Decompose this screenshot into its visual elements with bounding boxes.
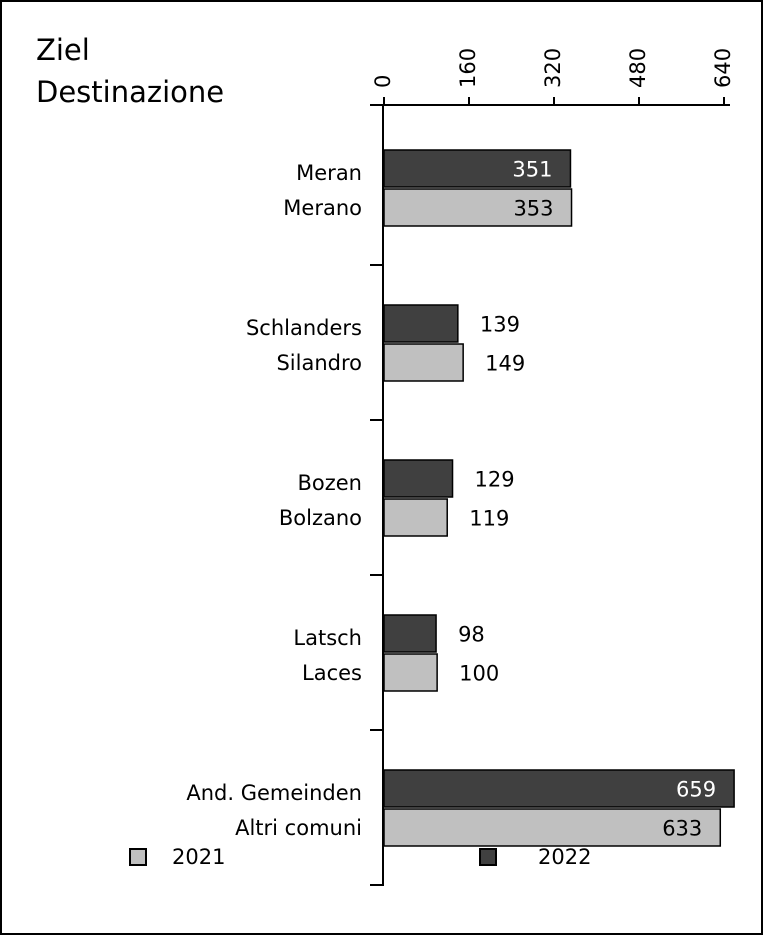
bar (383, 459, 454, 498)
legend-label: 2022 (538, 845, 591, 869)
y-tick-label: Bolzano (279, 506, 362, 530)
legend-label: 2021 (172, 845, 225, 869)
y-tick-label: Silandro (276, 351, 362, 375)
value-label: 98 (458, 623, 485, 647)
y-tick-label: And. Gemeinden (186, 781, 362, 805)
chart-title: Ziel (36, 33, 90, 67)
value-label: 119 (469, 507, 509, 531)
legend-swatch (479, 848, 497, 866)
y-tick-label: Meran (296, 161, 362, 185)
value-label: 149 (485, 352, 525, 376)
value-label: 351 (512, 158, 552, 182)
legend-swatch (129, 848, 147, 866)
x-tick-label: 0 (371, 75, 395, 88)
y-tick-label: Laces (302, 661, 362, 685)
y-tick-label: Altri comuni (235, 816, 362, 840)
value-label: 353 (513, 197, 553, 221)
x-tick-label: 320 (541, 48, 565, 88)
y-tick-label: Bozen (297, 471, 362, 495)
bar (383, 149, 572, 188)
bar (383, 498, 448, 537)
chart-title: Destinazione (36, 75, 224, 109)
y-tick-label: Schlanders (246, 316, 362, 340)
bar (383, 614, 437, 653)
x-tick-label: 480 (626, 48, 650, 88)
y-tick-label: Merano (283, 196, 362, 220)
x-tick-label: 640 (711, 48, 735, 88)
x-tick-label: 160 (456, 48, 480, 88)
bar (383, 304, 459, 343)
y-tick-label: Latsch (293, 626, 362, 650)
value-label: 129 (475, 468, 515, 492)
value-label: 633 (662, 817, 702, 841)
bar (383, 653, 438, 692)
bar (383, 808, 722, 847)
value-label: 100 (459, 662, 499, 686)
bar (383, 769, 735, 808)
bar (383, 343, 464, 382)
value-label: 659 (676, 778, 716, 802)
bar (383, 188, 573, 227)
value-label: 139 (480, 313, 520, 337)
